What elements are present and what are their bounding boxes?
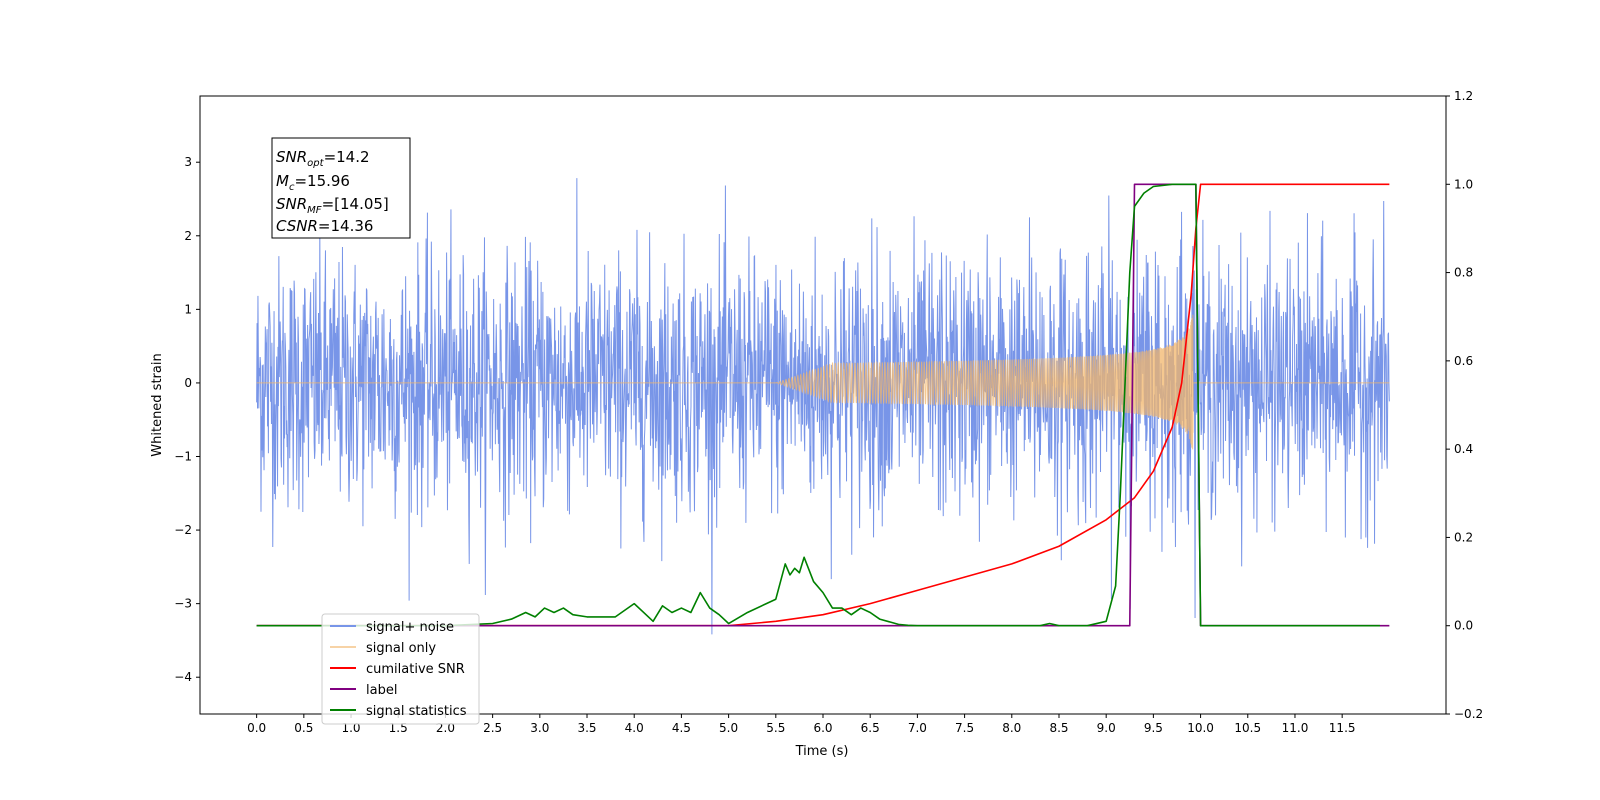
y-tick-label: 1 bbox=[184, 302, 192, 316]
y-tick-label: 3 bbox=[184, 155, 192, 169]
x-tick-label: 8.0 bbox=[1002, 721, 1021, 735]
x-tick-label: 8.5 bbox=[1049, 721, 1068, 735]
y2-tick-label: 0.4 bbox=[1454, 442, 1473, 456]
legend: signal+ noise signal only cumilative SNR… bbox=[321, 613, 480, 725]
x-tick-label: 10.0 bbox=[1187, 721, 1214, 735]
y2-tick-label: 0.8 bbox=[1454, 266, 1473, 280]
x-tick-label: 4.5 bbox=[672, 721, 691, 735]
y-tick-label: 0 bbox=[184, 376, 192, 390]
series-cumulative-snr bbox=[256, 183, 1390, 627]
data-layer bbox=[256, 178, 1390, 635]
x-tick-label: 6.0 bbox=[813, 721, 832, 735]
x-tick-label: 2.5 bbox=[483, 721, 502, 735]
annotation-box: SNRopt=14.2 Mc=15.96 SNRMF=[14.05] CSNR=… bbox=[271, 137, 411, 239]
x-tick-label: 11.0 bbox=[1282, 721, 1309, 735]
y-tick-label: 2 bbox=[184, 229, 192, 243]
x-tick-label: 9.5 bbox=[1144, 721, 1163, 735]
x-tick-label: 11.5 bbox=[1329, 721, 1356, 735]
annotation-box-frame bbox=[271, 137, 411, 239]
x-tick-label: 5.5 bbox=[766, 721, 785, 735]
series-signal-only bbox=[256, 314, 1390, 450]
x-tick-label: 7.0 bbox=[908, 721, 927, 735]
y-axis-label: Whitened strain bbox=[150, 353, 165, 456]
annotation-snr-mf: SNRMF=[14.05] bbox=[276, 195, 389, 216]
x-tick-label: 0.0 bbox=[247, 721, 266, 735]
legend-label-cumulative-snr: cumilative SNR bbox=[366, 662, 465, 677]
annotation-mc: Mc=15.96 bbox=[276, 172, 350, 193]
y-tick-label: −4 bbox=[174, 670, 192, 684]
x-tick-label: 3.5 bbox=[577, 721, 596, 735]
legend-label-label: label bbox=[366, 683, 397, 698]
x-tick-label: 4.0 bbox=[625, 721, 644, 735]
y2-tick-label: 1.0 bbox=[1454, 177, 1473, 191]
y2-tick-label: 1.2 bbox=[1454, 89, 1473, 103]
y2-tick-label: 0.2 bbox=[1454, 530, 1473, 544]
annotation-snr-opt: SNRopt=14.2 bbox=[276, 148, 370, 169]
y-tick-label: −3 bbox=[174, 597, 192, 611]
legend-label-signal-statistics: signal statistics bbox=[366, 704, 467, 719]
plot-area bbox=[256, 178, 1390, 635]
legend-frame bbox=[321, 613, 480, 725]
y2-tick-label: −0.2 bbox=[1454, 707, 1483, 721]
x-tick-label: 6.5 bbox=[861, 721, 880, 735]
x-tick-label: 5.0 bbox=[719, 721, 738, 735]
legend-label-signal-only: signal only bbox=[366, 641, 436, 656]
y2-tick-label: 0.6 bbox=[1454, 354, 1473, 368]
y2-tick-label: 0.0 bbox=[1454, 619, 1473, 633]
y-tick-label: −2 bbox=[174, 523, 192, 537]
x-tick-label: 7.5 bbox=[955, 721, 974, 735]
x-tick-label: 3.0 bbox=[530, 721, 549, 735]
y-tick-label: −1 bbox=[174, 450, 192, 464]
x-tick-label: 9.0 bbox=[1097, 721, 1116, 735]
annotation-csnr: CSNR=14.36 bbox=[276, 217, 373, 235]
x-tick-label: 0.5 bbox=[294, 721, 313, 735]
x-tick-label: 10.5 bbox=[1234, 721, 1261, 735]
legend-label-signal-noise: signal+ noise bbox=[366, 620, 454, 635]
series-signal-noise bbox=[256, 178, 1390, 635]
x-axis-label: Time (s) bbox=[795, 744, 849, 759]
series-signal-statistics bbox=[256, 183, 1380, 627]
